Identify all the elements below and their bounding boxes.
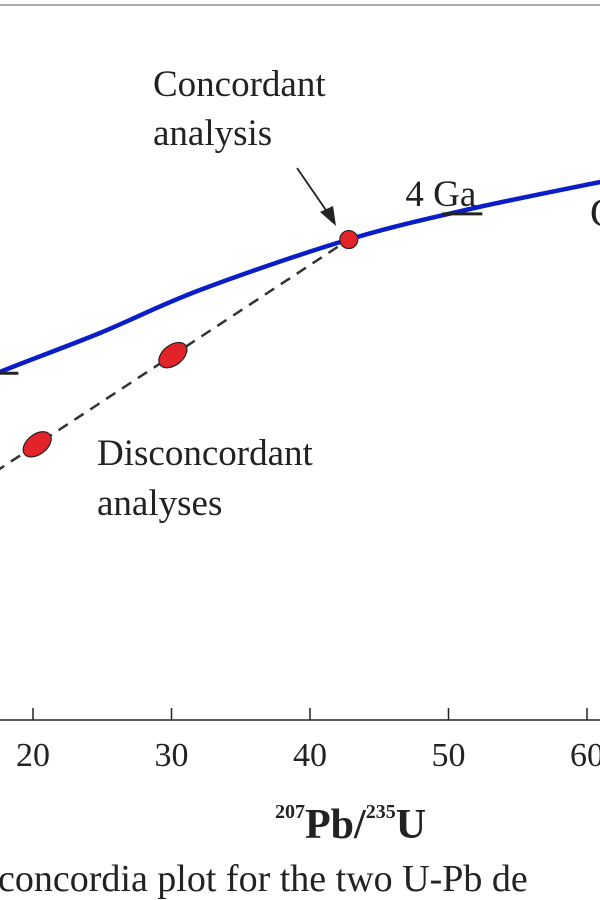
concordant-label-line1: Concordant — [153, 64, 326, 105]
data-points — [22, 229, 359, 458]
x-label-mass-a: 207 — [275, 801, 305, 823]
discordant-label-line2: analyses — [97, 483, 222, 524]
x-axis-label: 207Pb/235U — [275, 801, 426, 848]
figure-caption: concordia plot for the two U-Pb de — [0, 858, 528, 900]
concordant-arrow — [296, 167, 336, 226]
age-marks: 4 Ga — [0, 174, 483, 375]
concordant-point — [339, 229, 359, 250]
x-tick-label: 50 — [432, 737, 466, 774]
concordia-curve — [0, 179, 600, 375]
age-tick-label: 4 Ga — [405, 174, 476, 215]
x-label-element-b: U — [396, 802, 426, 848]
concordant-label-line2: analysis — [153, 113, 272, 154]
discordant-point — [158, 341, 188, 369]
discordant-label-line1: Disconcordant — [97, 433, 313, 474]
x-tick-label: 60 — [570, 737, 600, 774]
x-label-mass-b: 235 — [366, 801, 396, 823]
discordant-point — [22, 431, 52, 458]
clipped-label-glyph: C — [590, 190, 600, 235]
x-tick-label: 40 — [293, 737, 327, 774]
x-axis-ticks: 20 30 40 50 60 — [16, 708, 600, 774]
x-label-slash: / — [353, 802, 367, 848]
x-label-element-a: Pb — [305, 802, 354, 848]
x-tick-label: 20 — [16, 737, 50, 774]
x-tick-label: 30 — [155, 737, 189, 774]
